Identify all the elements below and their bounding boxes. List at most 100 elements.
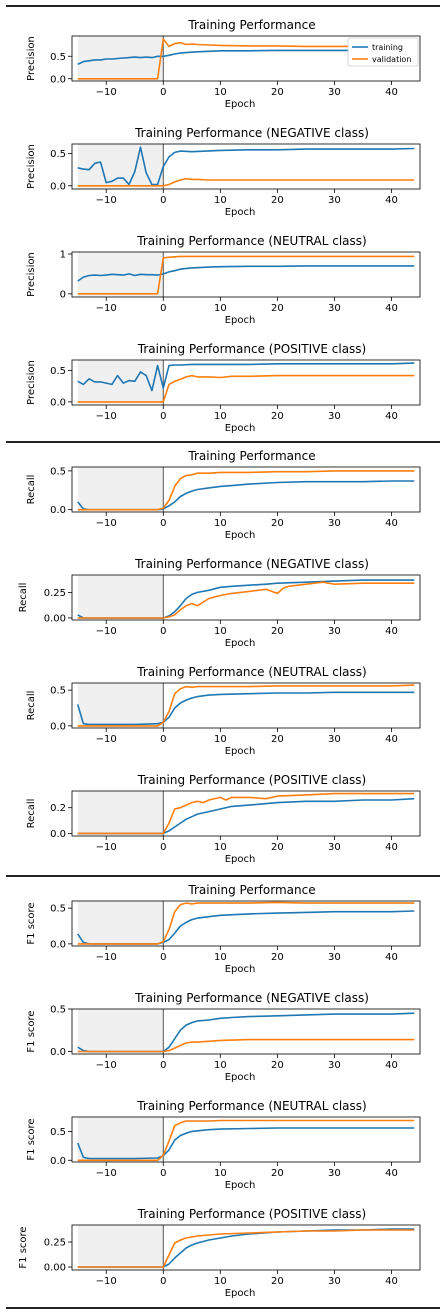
shaded-region (77, 1225, 164, 1270)
x-tick-label: 0 (160, 1168, 166, 1179)
x-tick-label: 40 (385, 1168, 398, 1179)
x-tick-label: 30 (328, 1276, 341, 1287)
x-tick-label: 30 (328, 842, 341, 853)
x-tick-label: 20 (271, 952, 284, 963)
chart-4: −10 0 10 20 30 40 0.0 0.5 Training Performance (… (26, 342, 421, 434)
axes-frame (71, 574, 421, 621)
x-tick-label: 30 (328, 303, 341, 314)
shaded-region (77, 360, 164, 405)
y-tick-label: 0.0 (50, 505, 66, 516)
x-tick-label: 0 (160, 411, 166, 422)
chart-12: −10 0 10 20 30 40 0.00 0.25 Training Performance… (18, 1207, 421, 1299)
series-line-training (76, 1127, 415, 1160)
x-tick-label: 40 (385, 626, 398, 637)
x-tick-label: 30 (328, 734, 341, 745)
y-tick-label: 0.5 (50, 904, 66, 915)
x-tick-label: 10 (214, 626, 227, 637)
chart-1: −10 0 10 20 30 40 0.0 0.5 Training Performance Ep… (26, 18, 421, 110)
x-tick-label: 0 (160, 303, 166, 314)
series-line-validation (77, 1229, 415, 1268)
y-tick-label: 0.2 (50, 803, 66, 814)
x-axis-label: Epoch (225, 1072, 256, 1083)
legend-label-training: training (372, 43, 403, 52)
x-axis-label: Epoch (225, 746, 256, 757)
legend: training validation (347, 37, 419, 67)
y-tick-label: 0 (60, 289, 66, 300)
x-tick-label: 10 (214, 411, 227, 422)
x-tick-label: 20 (271, 1168, 284, 1179)
y-tick-label: 0.5 (50, 1005, 66, 1016)
series-line-training (77, 146, 415, 186)
x-tick-label: 10 (214, 518, 227, 529)
series-line-validation (77, 177, 415, 187)
axes-frame (71, 466, 421, 513)
x-tick-label: 40 (385, 842, 398, 853)
x-tick-label: 20 (271, 1276, 284, 1287)
series-line-validation (77, 470, 415, 511)
axes-frame (71, 1224, 421, 1271)
x-tick-label: −10 (96, 842, 117, 853)
x-tick-label: 30 (328, 87, 341, 98)
y-tick-label: 0.00 (44, 613, 66, 624)
y-axis-label: Precision (26, 252, 37, 297)
x-tick-label: 20 (271, 411, 284, 422)
x-tick-label: 30 (328, 952, 341, 963)
x-tick-label: 20 (271, 842, 284, 853)
x-tick-label: 10 (214, 303, 227, 314)
series-line-validation (77, 1038, 415, 1053)
shaded-region (77, 683, 164, 728)
series-line-validation (77, 581, 415, 619)
y-axis-label: Precision (26, 360, 37, 405)
x-tick-label: 0 (160, 952, 166, 963)
x-tick-label: −10 (96, 303, 117, 314)
x-tick-label: 30 (328, 1060, 341, 1071)
x-tick-label: 30 (328, 411, 341, 422)
x-tick-label: 30 (328, 1168, 341, 1179)
chart-title: Training Performance (POSITIVE class) (137, 773, 367, 787)
series-line-training (77, 362, 415, 392)
y-tick-label: 0.25 (44, 1238, 66, 1249)
y-axis-label: Recall (26, 475, 37, 505)
y-tick-label: 0.0 (50, 1047, 66, 1058)
chart-title: Training Performance (NEUTRAL class) (136, 665, 366, 679)
x-tick-label: 20 (271, 626, 284, 637)
x-tick-label: −10 (96, 1276, 117, 1287)
axes-frame (71, 143, 421, 190)
y-axis-label: F1 score (26, 1010, 37, 1052)
y-axis-label: Recall (18, 583, 29, 613)
x-tick-label: 10 (214, 195, 227, 206)
separator-top (6, 5, 440, 7)
x-axis-label: Epoch (225, 1180, 256, 1191)
y-axis-label: F1 score (26, 1118, 37, 1160)
x-tick-label: 40 (385, 518, 398, 529)
separator-precision-recall (6, 441, 440, 443)
x-tick-label: 0 (160, 195, 166, 206)
y-axis-label: F1 score (26, 902, 37, 944)
chart-title: Training Performance (NEUTRAL class) (136, 234, 366, 248)
y-tick-label: 0.0 (50, 721, 66, 732)
x-tick-label: 10 (214, 1168, 227, 1179)
series-line-validation (77, 901, 415, 945)
series-line-training (77, 265, 415, 282)
x-axis-label: Epoch (225, 423, 256, 434)
axes-frame (71, 1116, 421, 1163)
y-tick-label: 0.25 (44, 588, 66, 599)
x-tick-label: 40 (385, 952, 398, 963)
chart-title: Training Performance (NEGATIVE class) (134, 557, 369, 571)
x-tick-label: 0 (160, 87, 166, 98)
x-tick-label: 0 (160, 842, 166, 853)
x-tick-label: 30 (328, 626, 341, 637)
chart-8: −10 0 10 20 30 40 0.0 0.2 Training Performance (… (26, 773, 421, 865)
y-tick-label: 0.0 (50, 939, 66, 950)
y-tick-label: 0.0 (50, 181, 66, 192)
chart-7: −10 0 10 20 30 40 0.0 0.5 Training Performance (… (26, 665, 421, 757)
x-tick-label: −10 (96, 734, 117, 745)
chart-6: −10 0 10 20 30 40 0.00 0.25 Training Performance… (18, 557, 421, 649)
series-line-validation (77, 792, 415, 835)
y-tick-label: 0.00 (44, 1263, 66, 1274)
series-line-validation (77, 374, 415, 403)
x-tick-label: 40 (385, 195, 398, 206)
axes-frame (71, 682, 421, 729)
x-tick-label: −10 (96, 1060, 117, 1071)
